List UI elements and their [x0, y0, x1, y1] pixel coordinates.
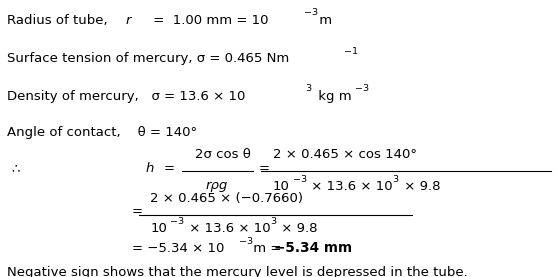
Text: −5.34 mm: −5.34 mm — [274, 241, 352, 255]
Text: =: = — [258, 162, 270, 175]
Text: 3: 3 — [393, 175, 399, 184]
Text: −3: −3 — [239, 237, 253, 246]
Text: 3: 3 — [270, 217, 276, 226]
Text: =: = — [132, 206, 143, 219]
Text: m =: m = — [249, 242, 286, 255]
Text: Angle of contact,    θ = 140°: Angle of contact, θ = 140° — [7, 126, 197, 139]
Text: −3: −3 — [304, 8, 318, 17]
Text: Negative sign shows that the mercury level is depressed in the tube.: Negative sign shows that the mercury lev… — [7, 266, 467, 277]
Text: h: h — [146, 162, 154, 175]
Text: 3: 3 — [305, 84, 311, 93]
Text: × 9.8: × 9.8 — [400, 180, 441, 193]
Text: kg m: kg m — [314, 90, 351, 103]
Text: 2σ cos θ: 2σ cos θ — [195, 148, 251, 161]
Text: 10: 10 — [150, 222, 167, 235]
Text: Density of mercury,   σ = 13.6 × 10: Density of mercury, σ = 13.6 × 10 — [7, 90, 245, 103]
Text: 2 × 0.465 × (−0.7660): 2 × 0.465 × (−0.7660) — [150, 192, 304, 205]
Text: =  1.00 mm = 10: = 1.00 mm = 10 — [149, 14, 268, 27]
Text: −3: −3 — [170, 217, 184, 226]
Text: Radius of tube,: Radius of tube, — [7, 14, 108, 27]
Text: rρg: rρg — [206, 179, 228, 192]
Text: 10: 10 — [273, 180, 290, 193]
Text: Surface tension of mercury, σ = 0.465 Nm: Surface tension of mercury, σ = 0.465 Nm — [7, 52, 289, 65]
Text: × 13.6 × 10: × 13.6 × 10 — [185, 222, 271, 235]
Text: ∴: ∴ — [11, 162, 19, 175]
Text: × 9.8: × 9.8 — [277, 222, 318, 235]
Text: −1: −1 — [344, 47, 358, 56]
Text: = −5.34 × 10: = −5.34 × 10 — [132, 242, 224, 255]
Text: −3: −3 — [355, 84, 369, 93]
Text: −3: −3 — [293, 175, 307, 184]
Text: =: = — [163, 162, 174, 175]
Text: r: r — [125, 14, 131, 27]
Text: 2 × 0.465 × cos 140°: 2 × 0.465 × cos 140° — [273, 148, 417, 161]
Text: × 13.6 × 10: × 13.6 × 10 — [307, 180, 393, 193]
Text: m: m — [315, 14, 332, 27]
